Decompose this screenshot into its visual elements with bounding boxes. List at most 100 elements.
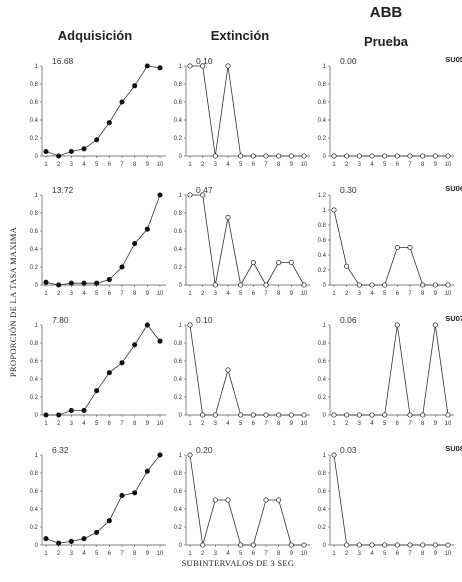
x-tick-label: 3 <box>70 551 74 557</box>
panel-prueba-2: 0 0.2 0.4 0.6 0.8 1 1.2 1 2 3 4 5 6 7 8 9 10 0.30 SU06 <box>318 184 462 297</box>
x-tick-label: 10 <box>445 291 452 297</box>
data-point <box>301 412 307 418</box>
y-tick-label: 0.2 <box>318 525 327 531</box>
x-tick-label: 4 <box>226 291 230 297</box>
y-tick-label: 1 <box>179 64 183 70</box>
y-tick-label: 0 <box>35 413 39 419</box>
data-point <box>144 322 150 328</box>
rate-label: 6.32 <box>52 445 69 455</box>
y-tick-label: 0.6 <box>174 359 183 365</box>
subject-label: SU07 <box>445 314 462 323</box>
y-tick-label: 1 <box>179 193 183 199</box>
data-point <box>144 226 150 232</box>
data-point <box>331 153 337 159</box>
x-tick-label: 9 <box>290 551 294 557</box>
x-tick-label: 8 <box>133 421 137 427</box>
data-point <box>43 148 49 155</box>
series-line <box>333 454 448 546</box>
x-tick-label: 6 <box>252 291 256 297</box>
data-point <box>119 264 125 270</box>
x-tick-label: 9 <box>146 291 150 297</box>
data-point <box>187 322 193 328</box>
x-tick-label: 2 <box>345 551 349 557</box>
x-tick-label: 6 <box>108 421 112 427</box>
data-point <box>288 153 294 159</box>
y-tick-label: 0.6 <box>174 100 183 106</box>
data-point <box>382 282 388 288</box>
data-point <box>288 542 294 548</box>
x-tick-label: 8 <box>133 291 137 297</box>
x-tick-label: 8 <box>421 421 425 427</box>
data-point <box>394 244 400 251</box>
data-point <box>238 542 244 548</box>
column-title-adquisicion: Adquisición <box>58 28 132 43</box>
data-point <box>263 282 269 288</box>
x-tick-label: 1 <box>44 291 48 297</box>
panel-prueba-3: 0 0.2 0.4 0.6 0.8 1 1 2 3 4 5 6 7 8 9 10 0.06 SU07 <box>318 314 462 427</box>
x-tick-label: 4 <box>82 551 86 557</box>
data-point <box>157 338 163 344</box>
data-point <box>250 542 256 548</box>
data-point <box>420 542 426 548</box>
y-tick-label: 1 <box>179 453 183 459</box>
x-tick-label: 3 <box>70 291 74 297</box>
y-tick-label: 0.8 <box>174 471 183 477</box>
x-tick-label: 8 <box>277 162 281 168</box>
data-point <box>238 412 244 418</box>
x-tick-label: 5 <box>239 291 243 297</box>
data-point <box>369 542 375 548</box>
x-tick-label: 8 <box>277 551 281 557</box>
data-point <box>225 63 231 69</box>
y-tick-label: 0.4 <box>318 118 327 124</box>
data-point <box>369 282 375 288</box>
x-tick-label: 1 <box>332 162 336 168</box>
x-tick-label: 7 <box>264 421 268 427</box>
y-tick-label: 0.6 <box>318 238 327 244</box>
rate-label: 13.72 <box>52 185 74 195</box>
x-tick-label: 3 <box>214 421 218 427</box>
y-tick-label: 0.8 <box>174 341 183 347</box>
data-point <box>394 542 400 548</box>
y-tick-label: 0.2 <box>174 525 183 531</box>
y-tick-label: 0.6 <box>318 359 327 365</box>
data-point <box>94 137 100 143</box>
x-tick-label: 4 <box>82 162 86 168</box>
x-tick-label: 6 <box>108 162 112 168</box>
y-tick-label: 0 <box>179 154 183 160</box>
series-line <box>189 324 304 416</box>
x-tick-label: 3 <box>214 291 218 297</box>
y-tick-label: 0.8 <box>30 211 39 217</box>
data-point <box>382 542 388 548</box>
x-tick-label: 7 <box>264 291 268 297</box>
data-point <box>331 207 337 213</box>
panel-adquisicion-2: 0 0.2 0.4 0.6 0.8 1 1 2 3 4 5 6 7 8 9 10 13.72 <box>30 185 166 297</box>
data-point <box>394 322 400 328</box>
data-point <box>276 153 282 159</box>
data-point <box>212 282 218 288</box>
x-tick-label: 4 <box>82 291 86 297</box>
x-tick-label: 1 <box>188 162 192 168</box>
series-line <box>189 454 304 546</box>
data-point <box>157 65 163 71</box>
y-tick-label: 0.4 <box>318 377 327 383</box>
data-point <box>288 412 294 418</box>
x-tick-label: 8 <box>133 551 137 557</box>
y-tick-label: 0.6 <box>30 359 39 365</box>
y-tick-label: 0.6 <box>30 229 39 235</box>
y-tick-label: 0.8 <box>30 341 39 347</box>
x-tick-label: 5 <box>239 162 243 168</box>
panel-extincion-2: 0 0.2 0.4 0.6 0.8 1 1 2 3 4 5 6 7 8 9 10 0.47 <box>174 185 310 297</box>
x-tick-label: 7 <box>408 551 412 557</box>
x-tick-label: 6 <box>252 551 256 557</box>
data-point <box>331 412 337 418</box>
data-point <box>56 540 62 546</box>
data-point <box>344 412 350 418</box>
data-point <box>407 542 413 548</box>
data-point <box>144 468 150 474</box>
y-tick-label: 0.4 <box>30 247 39 253</box>
y-tick-label: 0.6 <box>174 229 183 235</box>
rate-label: 0.06 <box>340 315 357 325</box>
data-point <box>420 282 426 288</box>
data-point <box>394 153 400 159</box>
